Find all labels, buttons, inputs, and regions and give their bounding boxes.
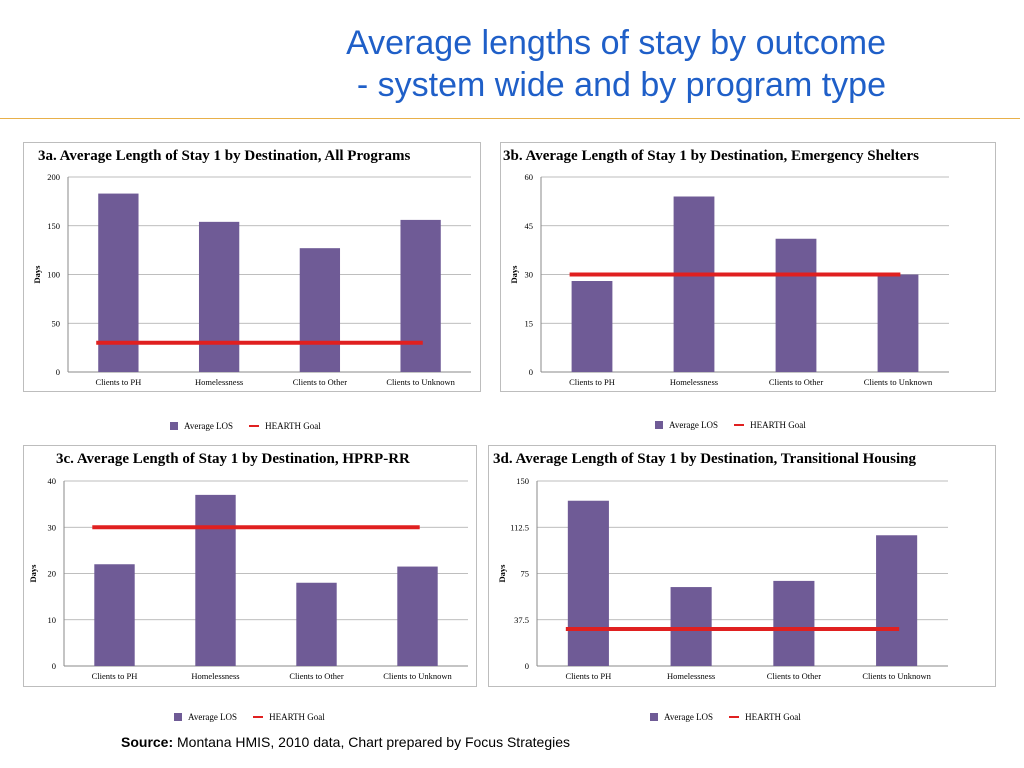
chart-3c: 3c. Average Length of Stay 1 by Destinat…	[28, 451, 468, 681]
legend-label-hearth-goal: HEARTH Goal	[745, 712, 801, 722]
legend-label-average-los: Average LOS	[188, 712, 238, 722]
bar	[198, 221, 240, 372]
x-category-label: Clients to Unknown	[862, 671, 931, 681]
source-note: Source: Montana HMIS, 2010 data, Chart p…	[121, 734, 570, 750]
y-tick-label: 0	[525, 661, 529, 671]
chart-3b: 3b. Average Length of Stay 1 by Destinat…	[503, 148, 949, 387]
bar	[296, 582, 337, 666]
y-tick-label: 75	[521, 569, 530, 579]
x-category-label: Clients to Other	[289, 671, 343, 681]
legend-label-hearth-goal: HEARTH Goal	[265, 421, 321, 431]
x-category-label: Homelessness	[667, 671, 715, 681]
y-tick-label: 45	[525, 221, 534, 231]
y-tick-label: 0	[56, 367, 60, 377]
chart-3d-panel: 3d. Average Length of Stay 1 by Destinat…	[488, 445, 996, 687]
slide-title-line1: Average lengths of stay by outcome	[346, 24, 886, 62]
chart-title: 3d. Average Length of Stay 1 by Destinat…	[493, 451, 916, 467]
legend-bar-swatch	[174, 713, 182, 721]
chart-3c-panel: 3c. Average Length of Stay 1 by Destinat…	[23, 445, 477, 687]
y-tick-label: 37.5	[514, 615, 529, 625]
y-tick-label: 60	[525, 172, 534, 182]
y-axis-title: Days	[32, 265, 42, 284]
x-category-label: Clients to Other	[769, 377, 823, 387]
y-axis-title: Days	[509, 265, 519, 284]
y-tick-label: 50	[52, 318, 61, 328]
y-tick-label: 40	[48, 476, 57, 486]
legend-line-swatch	[734, 424, 745, 426]
source-label: Source:	[121, 734, 174, 750]
bar	[775, 238, 817, 372]
title-divider	[0, 118, 1020, 119]
chart-3a-legend: Average LOS HEARTH Goal	[170, 419, 321, 433]
y-tick-label: 15	[525, 318, 534, 328]
legend-label-hearth-goal: HEARTH Goal	[750, 420, 806, 430]
chart-3a: 3a. Average Length of Stay 1 by Destinat…	[32, 148, 471, 387]
chart-3b-legend: Average LOS HEARTH Goal	[655, 418, 806, 432]
source-text: Montana HMIS, 2010 data, Chart prepared …	[177, 734, 571, 750]
bar	[567, 500, 609, 666]
legend-bar-swatch	[650, 713, 658, 721]
x-category-label: Clients to PH	[95, 377, 141, 387]
chart-3c-legend: Average LOS HEARTH Goal	[174, 710, 325, 724]
x-category-label: Clients to Unknown	[383, 671, 452, 681]
y-tick-label: 0	[52, 661, 56, 671]
legend-bar-swatch	[655, 421, 663, 429]
chart-title: 3c. Average Length of Stay 1 by Destinat…	[56, 451, 410, 467]
bar	[670, 587, 712, 666]
bar	[195, 494, 236, 666]
y-tick-label: 20	[48, 569, 57, 579]
y-tick-label: 30	[525, 270, 534, 280]
chart-3d: 3d. Average Length of Stay 1 by Destinat…	[493, 451, 948, 681]
y-axis-title: Days	[497, 564, 507, 583]
bar	[98, 193, 139, 372]
chart-3b-panel: 3b. Average Length of Stay 1 by Destinat…	[500, 142, 996, 392]
legend-label-hearth-goal: HEARTH Goal	[269, 712, 325, 722]
x-category-label: Homelessness	[195, 377, 243, 387]
bar	[400, 219, 441, 372]
legend-label-average-los: Average LOS	[664, 712, 714, 722]
slide-title-line2: - system wide and by program type	[356, 66, 886, 104]
slide-title: Average lengths of stay by outcome - sys…	[0, 22, 886, 106]
chart-title: 3b. Average Length of Stay 1 by Destinat…	[503, 148, 919, 164]
legend-label-average-los: Average LOS	[669, 420, 719, 430]
bar	[673, 196, 715, 372]
y-tick-label: 10	[48, 615, 57, 625]
x-category-label: Clients to Other	[767, 671, 821, 681]
chart-3d-legend: Average LOS HEARTH Goal	[650, 710, 801, 724]
bar	[397, 566, 438, 666]
bar	[773, 580, 815, 666]
bar	[876, 535, 918, 666]
bar	[94, 564, 135, 666]
legend-bar-swatch	[170, 422, 178, 430]
legend-line-swatch	[253, 716, 264, 718]
x-category-label: Clients to PH	[92, 671, 138, 681]
x-category-label: Clients to Unknown	[386, 377, 455, 387]
x-category-label: Homelessness	[670, 377, 718, 387]
chart-3a-panel: 3a. Average Length of Stay 1 by Destinat…	[23, 142, 481, 392]
bar	[877, 274, 919, 372]
legend-label-average-los: Average LOS	[184, 421, 234, 431]
chart-title: 3a. Average Length of Stay 1 by Destinat…	[38, 148, 411, 164]
x-category-label: Clients to PH	[569, 377, 615, 387]
y-tick-label: 200	[47, 172, 60, 182]
x-category-label: Homelessness	[191, 671, 239, 681]
y-tick-label: 30	[48, 522, 57, 532]
legend-line-swatch	[729, 716, 740, 718]
y-tick-label: 0	[529, 367, 533, 377]
x-category-label: Clients to PH	[565, 671, 611, 681]
y-tick-label: 112.5	[510, 522, 529, 532]
y-tick-label: 100	[47, 270, 60, 280]
y-tick-label: 150	[516, 476, 529, 486]
bar	[299, 248, 341, 372]
legend-line-swatch	[249, 425, 260, 427]
y-tick-label: 150	[47, 221, 60, 231]
bar	[571, 281, 613, 372]
x-category-label: Clients to Other	[293, 377, 347, 387]
x-category-label: Clients to Unknown	[864, 377, 933, 387]
y-axis-title: Days	[28, 564, 38, 583]
